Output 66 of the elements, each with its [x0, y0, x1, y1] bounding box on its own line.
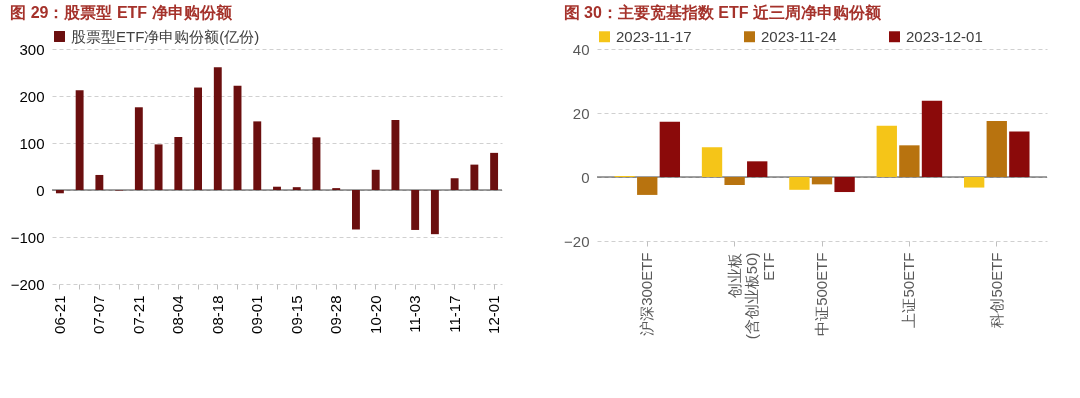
bar: [1009, 131, 1030, 177]
legend-label: 2023-11-24: [761, 27, 837, 45]
bar: [391, 119, 400, 190]
bar: [352, 190, 360, 230]
bar: [95, 174, 104, 190]
bar: [292, 187, 301, 190]
y-tick-label: 300: [19, 40, 45, 58]
bar: [55, 190, 64, 194]
bar: [986, 121, 1007, 177]
bar: [194, 87, 202, 190]
bar: [724, 177, 745, 185]
bar: [921, 100, 943, 177]
y-tick-label: −100: [10, 228, 45, 246]
x-tick-label: 沪深300ETF: [638, 252, 656, 336]
y-tick-label: 200: [19, 87, 45, 105]
legend-label: 股票型ETF净申购份额(亿份): [71, 27, 260, 45]
legend-label: 2023-11-17: [616, 27, 692, 45]
y-tick-label: 0: [581, 168, 590, 186]
bar: [273, 186, 281, 190]
x-tick-label: 06-21: [50, 295, 68, 334]
x-tick-label: 科创50ETF: [987, 252, 1005, 328]
bar: [747, 161, 768, 177]
x-tick-label: 07-21: [129, 295, 147, 334]
x-tick-label: 10-20: [366, 295, 384, 334]
x-tick-label: 中证500ETF: [813, 252, 830, 336]
bar: [371, 169, 380, 190]
bar: [430, 190, 439, 235]
y-tick-label: −20: [564, 232, 590, 250]
bar: [411, 190, 420, 230]
bar: [154, 144, 163, 190]
y-tick-label: 0: [36, 181, 45, 199]
bar: [701, 147, 723, 177]
bar: [134, 107, 143, 190]
y-tick-label: −200: [10, 275, 45, 293]
x-tick-label: 07-07: [90, 295, 108, 334]
bar: [637, 177, 658, 195]
bar: [899, 145, 920, 177]
bar: [490, 152, 499, 190]
y-tick-label: 40: [572, 40, 590, 58]
bar: [75, 90, 84, 190]
x-tick-label: 08-18: [208, 295, 226, 334]
chart-title: 图 29：股票型 ETF 净申购份额: [10, 4, 233, 21]
x-tick-label: 上证50ETF: [900, 252, 918, 328]
bar: [811, 177, 833, 185]
bar: [659, 121, 681, 177]
bar: [450, 178, 459, 190]
bar: [253, 121, 262, 190]
bar: [876, 125, 897, 177]
bar: [470, 164, 479, 190]
x-tick-label: 09-15: [287, 295, 305, 334]
legend-label: 2023-12-01: [906, 27, 983, 45]
y-tick-label: 20: [572, 104, 590, 122]
bar: [963, 177, 985, 188]
bar: [834, 177, 855, 193]
x-tick-label: 12-01: [485, 295, 503, 334]
x-tick-label: 09-01: [248, 295, 266, 334]
x-tick-label: 09-28: [327, 295, 345, 334]
bar: [174, 136, 183, 190]
chart-title: 图 30：主要宽基指数 ETF 近三周净申购份额: [563, 3, 882, 21]
bar: [789, 177, 810, 190]
bar: [213, 67, 222, 190]
x-tick-label: 创业板 (含创业板50) ETF: [725, 252, 777, 340]
x-tick-label: 11-03: [406, 295, 424, 333]
y-tick-label: 100: [19, 134, 45, 152]
x-tick-label: 08-04: [169, 295, 187, 334]
x-tick-label: 11-17: [445, 295, 463, 333]
